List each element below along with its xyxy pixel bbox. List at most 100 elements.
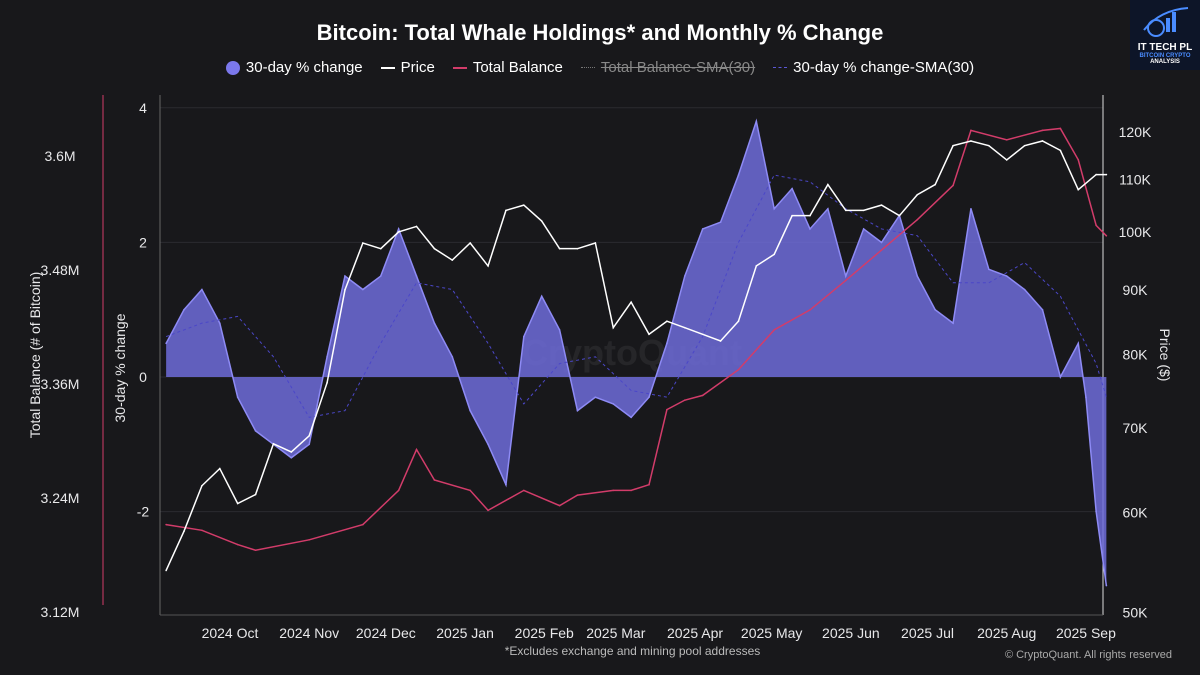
price-point	[988, 144, 990, 147]
pct-change-point	[433, 322, 436, 324]
price-point	[344, 289, 346, 291]
x-tick-label: 2025 Apr	[667, 625, 723, 641]
price-point	[630, 301, 632, 303]
price-point	[844, 209, 847, 212]
price-point	[308, 434, 311, 437]
balance-tick-label: 3.48M	[41, 262, 80, 278]
pct-change-point	[1041, 308, 1044, 311]
pct-change-point	[755, 120, 758, 123]
pct-change-point	[469, 409, 471, 412]
legend-item-price[interactable]: Price	[380, 59, 435, 76]
pct-change-point	[612, 403, 615, 405]
balance-tick-label: 3.36M	[41, 376, 80, 392]
price-point	[236, 502, 239, 505]
x-tick-label: 2025 Jun	[822, 625, 880, 641]
pct-change-point	[1059, 376, 1062, 378]
pct-change-point	[648, 396, 650, 398]
total-balance-point	[916, 218, 919, 221]
pct-tick-label: -2	[137, 504, 150, 520]
price-point	[862, 209, 865, 212]
pct-change-point	[451, 356, 454, 358]
price-point	[755, 265, 758, 267]
price-tick-label: 60K	[1123, 505, 1149, 521]
total-balance-point	[666, 408, 668, 411]
total-balance-point	[970, 129, 972, 132]
pct-change-point	[737, 174, 740, 176]
total-balance-point	[1005, 139, 1008, 141]
legend-line-icon	[773, 67, 788, 68]
legend-item-pct-sma[interactable]: 30-day % change-SMA(30)	[773, 59, 974, 76]
legend-line-icon	[452, 66, 467, 69]
total-balance-point	[844, 279, 847, 282]
x-tick-label: 2025 Aug	[977, 625, 1036, 641]
price-tick-label: 80K	[1123, 347, 1149, 363]
x-tick-label: 2024 Oct	[202, 625, 259, 641]
x-tick-label: 2025 Jan	[436, 625, 494, 641]
legend-item-balance-sma[interactable]: Total Balance-SMA(30)	[580, 59, 756, 76]
total-balance-point	[469, 489, 471, 492]
pct-tick-label: 2	[139, 234, 147, 250]
price-point	[433, 247, 436, 250]
pct-change-point	[397, 228, 400, 230]
price-point	[666, 320, 668, 323]
pct-change-point	[630, 416, 632, 419]
x-tick-label: 2025 Mar	[586, 625, 645, 641]
pct-change-point	[970, 207, 972, 210]
pct-change-point	[487, 443, 489, 446]
legend-label: Total Balance-SMA(30)	[600, 59, 756, 76]
price-point	[201, 484, 203, 487]
price-point	[451, 259, 454, 261]
pct-change-point	[880, 241, 883, 244]
total-balance-point	[1059, 127, 1062, 130]
legend-item-pct[interactable]: 30-day % change	[225, 59, 363, 76]
price-point	[1023, 144, 1026, 147]
pct-tick-label: 0	[139, 369, 147, 385]
price-point	[540, 220, 543, 222]
total-balance-point	[1095, 224, 1097, 227]
footnote: *Excludes exchange and mining pool addre…	[504, 644, 761, 658]
price-point	[827, 183, 829, 186]
price-point	[1095, 173, 1097, 176]
legend-item-balance[interactable]: Total Balance	[452, 59, 563, 76]
pct-change-point	[165, 342, 167, 345]
price-tick-label: 70K	[1123, 420, 1149, 436]
price-point	[218, 467, 221, 470]
price-point	[469, 242, 471, 244]
x-tick-label: 2025 Feb	[515, 625, 574, 641]
x-tick-label: 2024 Nov	[279, 625, 339, 641]
price-point	[970, 140, 972, 142]
balance-axis-title: Total Balance (# of Bitcoin)	[27, 272, 43, 439]
price-point	[523, 204, 525, 206]
price-tick-label: 120K	[1119, 124, 1152, 140]
pct-change-point	[1077, 342, 1080, 345]
total-balance-point	[254, 549, 257, 552]
pct-change-point	[344, 275, 346, 277]
price-point	[290, 451, 293, 453]
price-point	[791, 214, 793, 217]
price-tick-label: 100K	[1119, 224, 1152, 240]
price-point	[1041, 140, 1044, 142]
total-balance-point	[737, 368, 740, 371]
pct-change-point	[594, 396, 597, 398]
price-point	[773, 253, 776, 256]
pct-change-point	[379, 275, 382, 277]
legend-label: 30-day % change-SMA(30)	[793, 59, 975, 76]
price-line	[165, 140, 1107, 571]
pct-change-point	[308, 443, 311, 446]
pct-change-point	[576, 409, 579, 412]
pct-change-point	[218, 322, 221, 324]
pct-change-point	[701, 228, 704, 230]
pct-change-point	[988, 268, 990, 271]
total-balance-point	[612, 489, 615, 492]
chart-title: Bitcoin: Total Whale Holdings* and Month…	[316, 20, 884, 45]
pct-change-point	[1095, 510, 1097, 513]
total-balance-point	[165, 523, 167, 526]
price-point	[379, 247, 382, 250]
price-point	[254, 493, 257, 496]
price-axis-title: Price ($)	[1157, 329, 1173, 382]
pct-change-point	[934, 308, 936, 311]
pct-change-point	[683, 275, 686, 277]
x-tick-label: 2025 May	[741, 625, 802, 641]
price-point	[719, 340, 722, 342]
